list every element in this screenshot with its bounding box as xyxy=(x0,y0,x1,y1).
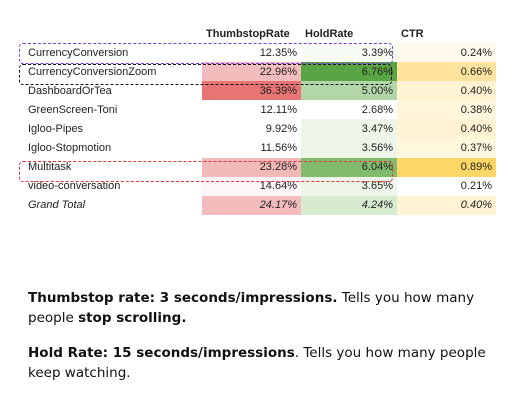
header-thumbstop-rate: ThumbstopRate xyxy=(206,27,290,40)
row-name: CurrencyConversionZoom xyxy=(28,65,157,78)
thumbstop-rate-cell: 14.64% xyxy=(202,176,301,196)
hold-note: Hold Rate: 15 seconds/impressions. Tells… xyxy=(28,343,498,383)
row-name: Multitask xyxy=(28,161,72,174)
hold-rate-cell: 3.56% xyxy=(301,138,397,158)
table-row: DashboardOrTea 36.39% 5.00% 0.40% xyxy=(21,81,496,101)
row-name: CurrencyConversion xyxy=(28,46,129,59)
thumbstop-description: Tells you how many people xyxy=(28,290,475,326)
table-body: CurrencyConversion 12.35% 3.39% 0.24% Curren… xyxy=(21,43,496,215)
row-name: GreenScreen-Toni xyxy=(28,103,118,116)
hold-rate-cell: 6.04% xyxy=(301,157,397,177)
row-name: DashboardOrTea xyxy=(28,84,112,97)
ctr-cell: 0.21% xyxy=(397,176,496,196)
header-hold-rate: HoldRate xyxy=(305,27,354,40)
hold-rate-cell: 3.47% xyxy=(301,119,397,139)
header-row: ThumbstopRate HoldRate CTR xyxy=(21,24,496,43)
ctr-cell: 0.40% xyxy=(397,119,496,139)
hold-rate-cell: 6.76% xyxy=(301,62,397,82)
thumbstop-term: Thumbstop rate: 3 seconds/impressions. xyxy=(28,290,338,306)
thumbstop-rate-cell: 24.17% xyxy=(202,195,301,215)
hold-rate-cell: 4.24% xyxy=(301,195,397,215)
thumbstop-rate-cell: 11.56% xyxy=(202,138,301,158)
table-row: video-conversation 14.64% 3.65% 0.21% xyxy=(21,176,496,196)
thumbstop-note: Thumbstop rate: 3 seconds/impressions. T… xyxy=(28,288,498,328)
ctr-cell: 0.89% xyxy=(397,157,496,177)
table-row: CurrencyConversion 12.35% 3.39% 0.24% xyxy=(21,43,496,63)
ctr-cell: 0.24% xyxy=(397,43,496,63)
table-row: CurrencyConversionZoom 22.96% 6.76% 0.66% xyxy=(21,62,496,82)
metrics-table: ThumbstopRate HoldRate CTR CurrencyConve… xyxy=(21,24,496,215)
table-row: Igloo-Pipes 9.92% 3.47% 0.40% xyxy=(21,119,496,139)
table-row: Multitask 23.28% 6.04% 0.89% xyxy=(21,157,496,177)
row-name: video-conversation xyxy=(28,180,121,193)
thumbstop-emphasis: stop scrolling. xyxy=(78,310,187,326)
thumbstop-rate-cell: 36.39% xyxy=(202,81,301,101)
hold-rate-cell: 2.68% xyxy=(301,100,397,120)
hold-term: Hold Rate: 15 seconds/impressions xyxy=(28,345,295,361)
thumbstop-rate-cell: 9.92% xyxy=(202,119,301,139)
row-name: Igloo-Pipes xyxy=(28,122,84,135)
header-name xyxy=(21,24,202,43)
hold-rate-cell: 3.65% xyxy=(301,176,397,196)
thumbstop-rate-cell: 12.35% xyxy=(202,43,301,63)
notes-section: Thumbstop rate: 3 seconds/impressions. T… xyxy=(28,288,498,398)
thumbstop-rate-cell: 22.96% xyxy=(202,62,301,82)
table-row: GreenScreen-Toni 12.11% 2.68% 0.38% xyxy=(21,100,496,120)
ctr-cell: 0.66% xyxy=(397,62,496,82)
thumbstop-rate-cell: 23.28% xyxy=(202,157,301,177)
row-name: Grand Total xyxy=(28,199,86,212)
row-name: Igloo-Stopmotion xyxy=(28,142,112,155)
thumbstop-rate-cell: 12.11% xyxy=(202,100,301,120)
ctr-cell: 0.40% xyxy=(397,81,496,101)
grand-total-row: Grand Total 24.17% 4.24% 0.40% xyxy=(21,195,496,215)
hold-rate-cell: 3.39% xyxy=(301,43,397,63)
header-ctr: CTR xyxy=(401,27,424,40)
ctr-cell: 0.40% xyxy=(397,195,496,215)
ctr-cell: 0.37% xyxy=(397,138,496,158)
hold-description: . Tells you how many people keep watchin… xyxy=(28,345,486,381)
ctr-cell: 0.38% xyxy=(397,100,496,120)
hold-rate-cell: 5.00% xyxy=(301,81,397,101)
table-row: Igloo-Stopmotion 11.56% 3.56% 0.37% xyxy=(21,138,496,158)
